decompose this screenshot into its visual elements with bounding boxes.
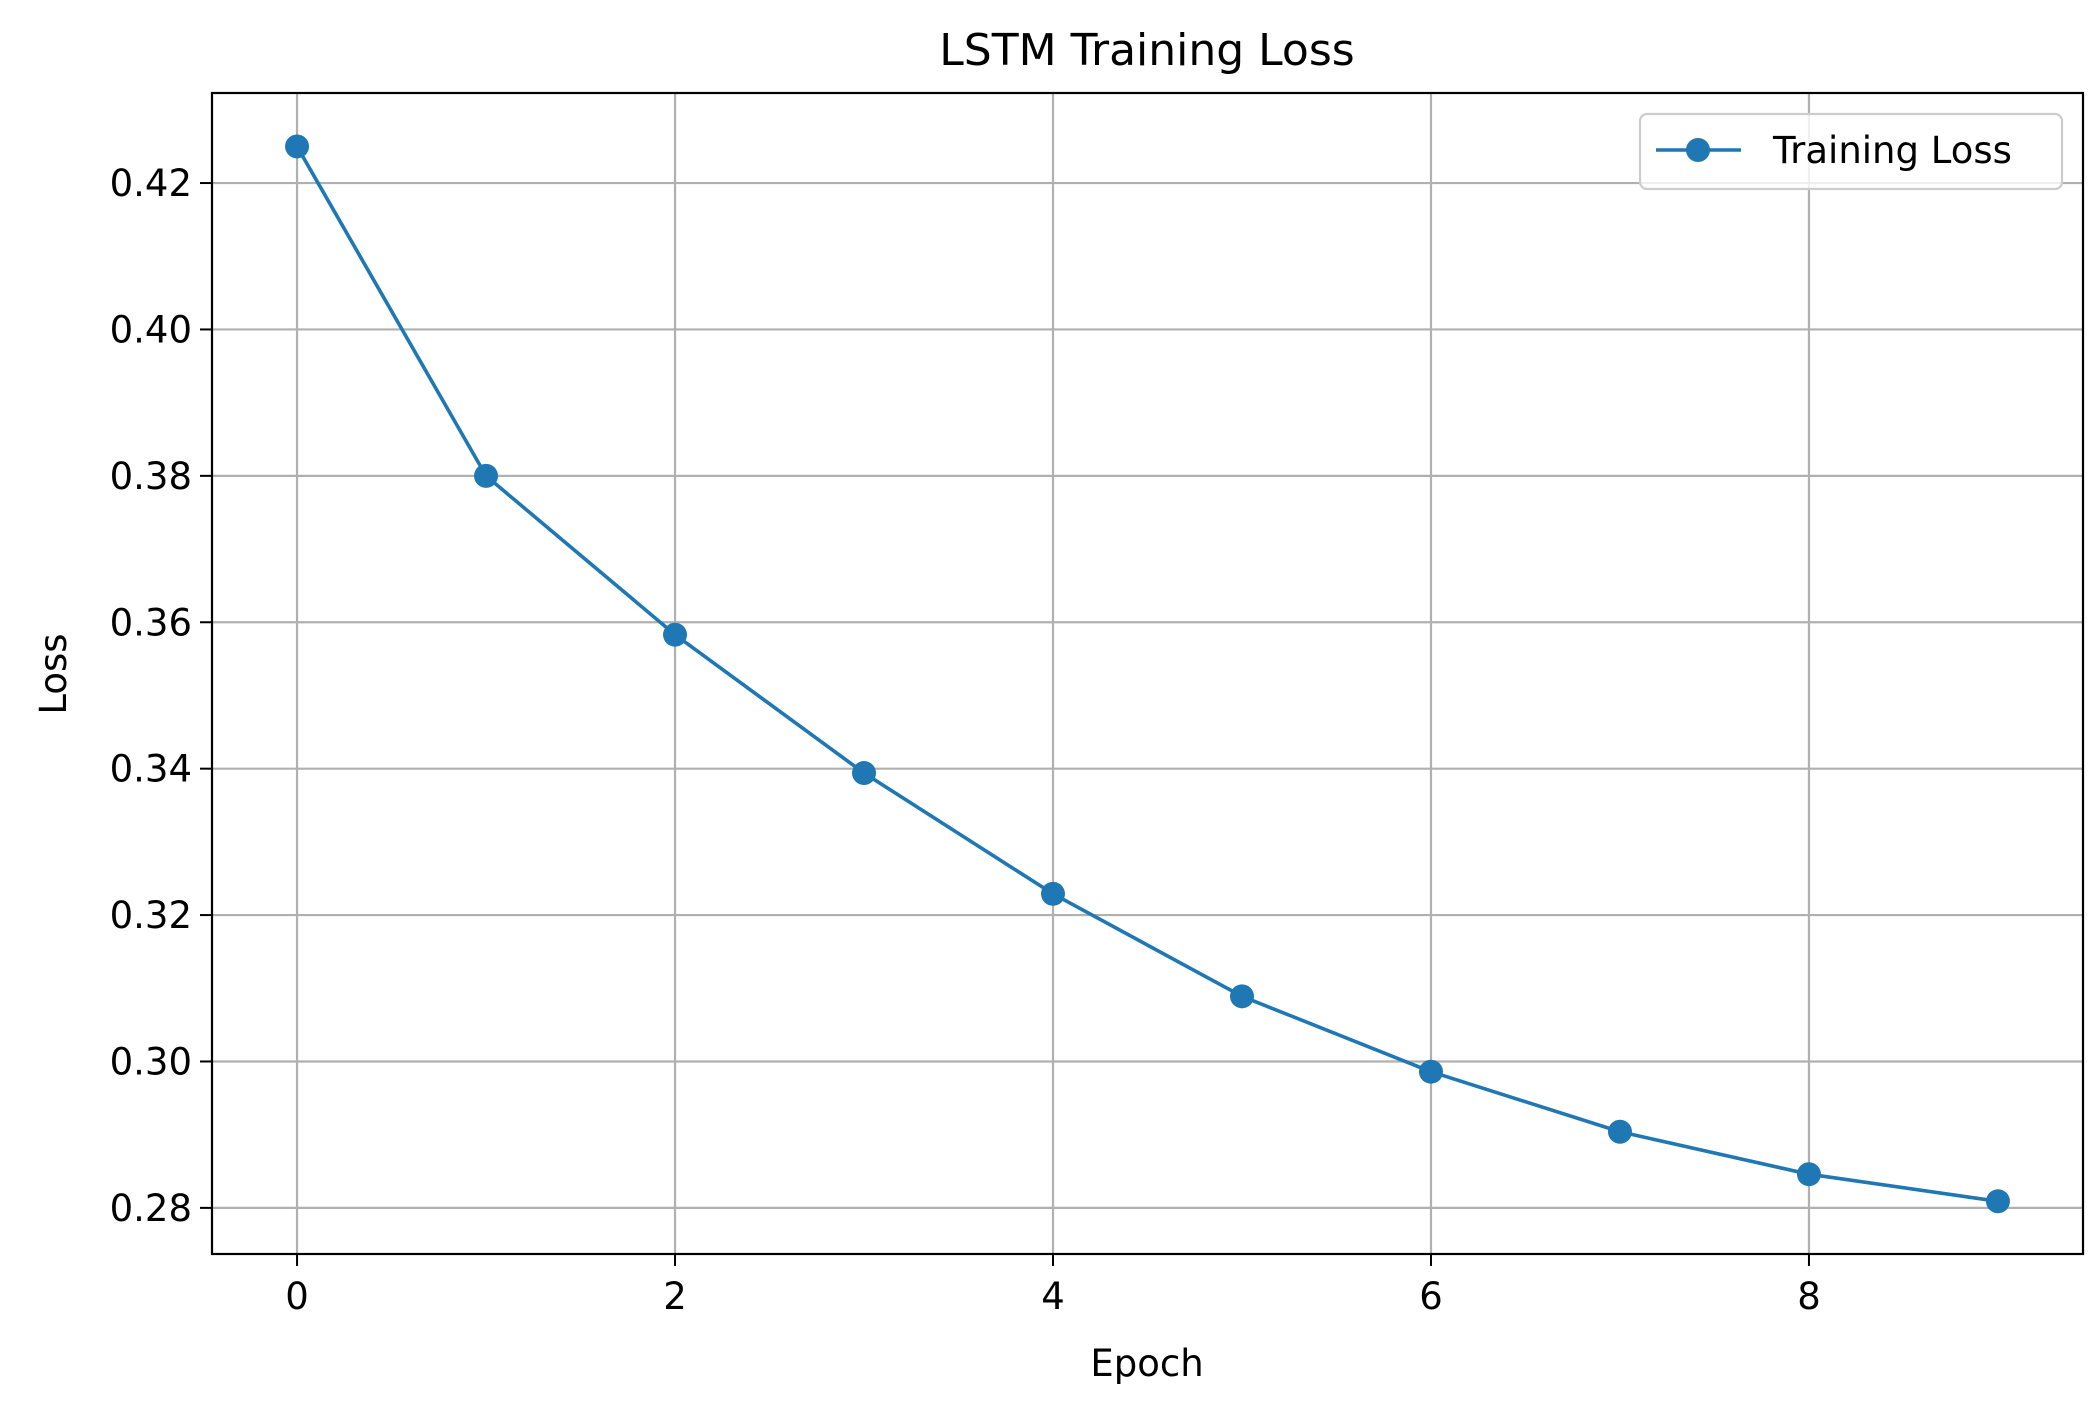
y-tick-label: 0.32 [110, 894, 192, 937]
x-tick-label: 0 [285, 1275, 309, 1318]
y-axis-label: Loss [32, 633, 75, 714]
y-tick-label: 0.40 [110, 308, 192, 351]
series-line-training-loss [295, 145, 1999, 1204]
y-tick-label: 0.34 [110, 748, 192, 791]
x-tick-label: 4 [1041, 1275, 1065, 1318]
x-tick-label: 8 [1797, 1275, 1821, 1318]
data-point-epoch-2 [663, 622, 688, 647]
legend-marker-training-loss [1686, 138, 1710, 162]
data-point-epoch-9 [1985, 1189, 2010, 1214]
axis-ticks: 0 2 4 6 8 0.28 0.30 0.32 0.34 0.36 0.38 0.40 0.42 [110, 162, 1821, 1318]
plot-area-frame [210, 91, 2085, 1256]
legend-label-training-loss: Training Loss [1772, 129, 2012, 172]
x-axis-label: Epoch [1090, 1342, 1203, 1385]
data-point-epoch-0 [285, 134, 310, 159]
y-tick-label: 0.36 [110, 601, 192, 644]
data-point-epoch-6 [1418, 1059, 1443, 1084]
data-point-epoch-8 [1796, 1162, 1821, 1187]
x-tick-label: 2 [663, 1275, 687, 1318]
data-point-epoch-5 [1229, 984, 1254, 1009]
y-tick-label: 0.30 [110, 1040, 192, 1083]
data-point-epoch-3 [852, 761, 877, 786]
legend-box [1638, 112, 2064, 191]
y-tick-label: 0.38 [110, 455, 192, 498]
data-point-epoch-1 [474, 463, 499, 488]
data-point-epoch-7 [1607, 1119, 1632, 1144]
data-layer [285, 134, 2010, 1214]
legend: Training Loss [1638, 112, 2064, 191]
y-tick-label: 0.28 [110, 1187, 192, 1230]
y-tick-label: 0.42 [110, 162, 192, 205]
x-tick-label: 6 [1419, 1275, 1443, 1318]
data-point-epoch-4 [1041, 881, 1066, 906]
chart-title: LSTM Training Loss [939, 25, 1354, 76]
